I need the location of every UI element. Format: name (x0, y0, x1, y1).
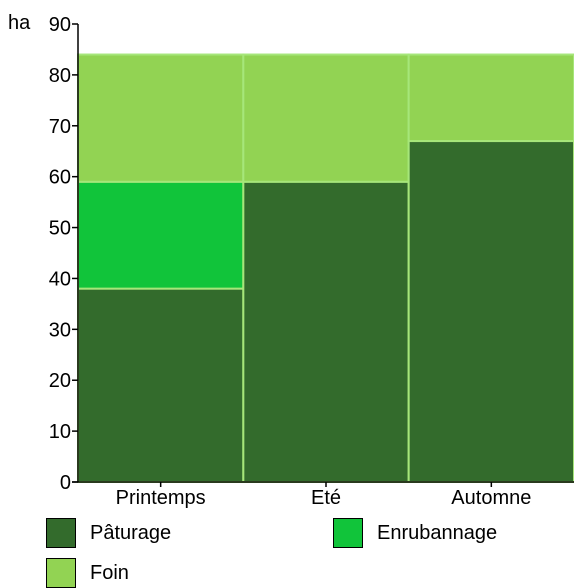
bar-automne-paturage (407, 140, 574, 484)
y-axis-label: ha (8, 12, 31, 34)
y-tick-label-70: 70 (49, 116, 71, 138)
y-tick-label-60: 60 (49, 167, 71, 189)
x-tick-label-automne: Automne (451, 487, 531, 509)
bar-printemps-paturage (77, 287, 245, 483)
y-tick-label-30: 30 (49, 319, 71, 341)
x-tick-label-ete: Eté (311, 487, 341, 509)
bar-automne-foin (407, 53, 574, 143)
y-tick-label-80: 80 (49, 65, 71, 87)
y-tick-label-50: 50 (49, 218, 71, 240)
bar-printemps-foin (77, 53, 245, 183)
y-tick-label-20: 20 (49, 370, 71, 392)
x-tick-label-printemps: Printemps (116, 487, 206, 509)
axes-group: Printemps Eté Automne 0 10 20 30 40 50 60 70 80 90 (49, 14, 574, 509)
bar-ete-paturage (242, 180, 410, 483)
y-tick-label-10: 10 (49, 421, 71, 443)
y-tick-label-40: 40 (49, 268, 71, 290)
bar-ete-foin (242, 53, 410, 183)
bars-group (77, 53, 574, 484)
bar-printemps-enrubannage (77, 180, 245, 290)
y-tick-label-0: 0 (60, 472, 71, 494)
y-tick-label-90: 90 (49, 14, 71, 36)
